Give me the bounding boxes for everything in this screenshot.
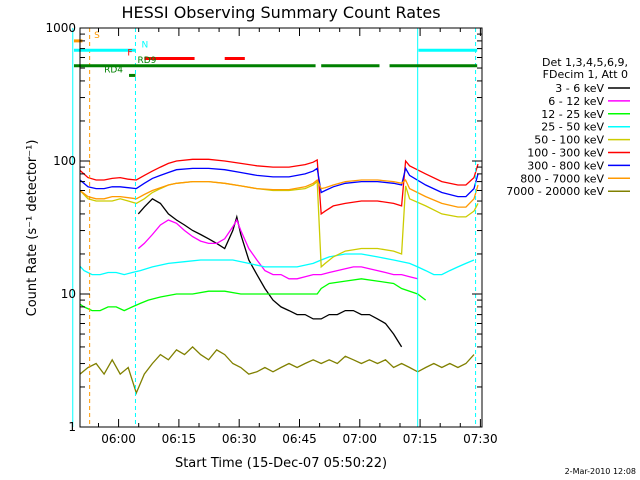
legend-header-1: FDecim 1, Att 0 xyxy=(543,68,628,81)
legend-header-0: Det 1,3,4,5,6,9, xyxy=(542,56,628,69)
x-tick-label-1: 06:15 xyxy=(162,432,197,446)
y-tick-label-0: 1 xyxy=(68,420,76,434)
series-line-7 xyxy=(80,178,479,208)
series-line-2 xyxy=(80,278,427,312)
axes-layer: 1 10 100 1000 06:00 06:15 06:30 06:45 07:00 07:15… xyxy=(45,21,497,446)
legend-entry-1: 6 - 12 keV xyxy=(548,95,604,108)
flag-label-0: S xyxy=(94,31,100,41)
x-tick-label-0: 06:00 xyxy=(101,432,136,446)
flag-label-1: N xyxy=(142,40,149,50)
flag-label-3: RD9 xyxy=(137,56,156,66)
legend-entry-7: 800 - 7000 keV xyxy=(520,172,604,185)
x-axis-label: Start Time (15-Dec-07 05:50:22) xyxy=(175,456,387,471)
flags-layer: S NF RD9 RD4 xyxy=(73,31,478,77)
x-tick-label-2: 06:30 xyxy=(222,432,257,446)
legend-entry-8: 7000 - 20000 keV xyxy=(506,185,604,198)
x-tick-label-3: 06:45 xyxy=(282,432,317,446)
legend-entry-4: 50 - 100 keV xyxy=(534,134,604,147)
y-tick-label-2: 100 xyxy=(53,154,76,168)
legend-entry-3: 25 - 50 keV xyxy=(541,121,604,134)
legend: Det 1,3,4,5,6,9,FDecim 1, Att 03 - 6 keV… xyxy=(506,56,630,198)
x-tick-label-4: 07:00 xyxy=(342,432,377,446)
x-tick-label-6: 07:30 xyxy=(463,432,498,446)
chart-title: HESSI Observing Summary Count Rates xyxy=(121,3,440,22)
flag-label-4: RD4 xyxy=(104,65,123,75)
markers-layer xyxy=(72,28,477,427)
footer-date: 2-Mar-2010 12:08 xyxy=(565,467,636,476)
series-line-3 xyxy=(80,253,475,276)
flag-label-2: F xyxy=(127,48,132,58)
series-line-4 xyxy=(80,180,479,269)
legend-entry-5: 100 - 300 keV xyxy=(527,147,604,160)
legend-entry-0: 3 - 6 keV xyxy=(555,82,604,95)
legend-entry-2: 12 - 25 keV xyxy=(541,108,604,121)
y-axis-label: Count Rate (s⁻¹ detector⁻¹) xyxy=(25,140,40,317)
series-layer xyxy=(80,158,479,395)
x-tick-label-5: 07:15 xyxy=(403,432,438,446)
series-line-1 xyxy=(137,218,418,280)
series-line-0 xyxy=(137,197,403,348)
legend-entry-6: 300 - 800 keV xyxy=(527,159,604,172)
plot-frame xyxy=(79,27,483,428)
y-tick-label-1: 10 xyxy=(61,287,76,301)
series-line-6 xyxy=(80,166,479,198)
y-tick-label-3: 1000 xyxy=(45,21,76,35)
series-line-8 xyxy=(80,346,475,395)
series-line-5 xyxy=(80,158,479,216)
